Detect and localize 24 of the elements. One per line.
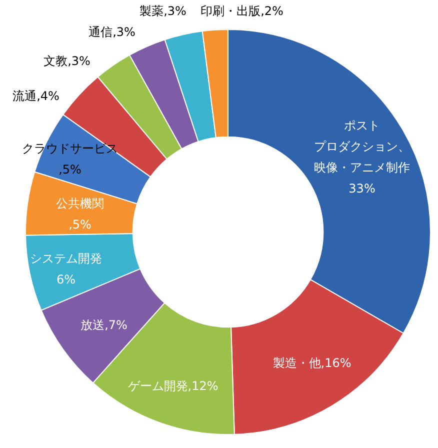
slice-label: 印刷・出版 (200, 4, 261, 18)
data-label: 33% (348, 182, 376, 196)
data-label: ,16% (320, 356, 352, 370)
slice-label: 製薬 (140, 4, 164, 18)
data-label: 6% (56, 272, 76, 287)
slice-label: 公共機関 (56, 196, 104, 211)
data-label: ,4% (36, 89, 60, 104)
slice-label: 流通 (12, 89, 37, 104)
slice-label: 文教 (44, 54, 68, 68)
slice-label: 放送 (80, 318, 105, 332)
slice-label: クラウドサービス (22, 142, 118, 156)
slice-label: ポストプロダクション、映像・アニメ制作 (314, 118, 410, 175)
data-label: ,3% (164, 4, 186, 18)
slice-label: ゲーム開発 (128, 379, 188, 394)
slice-label: 通信 (88, 25, 113, 40)
slice-label: 製造・他 (272, 356, 321, 370)
slice-label: システム開発 (30, 252, 102, 266)
data-label: ,5% (58, 162, 82, 177)
data-label: ,12% (188, 379, 218, 394)
data-label: ,3% (68, 54, 90, 68)
data-label: ,2% (260, 4, 284, 18)
data-label: ,3% (112, 25, 136, 40)
data-label: ,5% (68, 218, 92, 232)
data-label: ,7% (104, 318, 128, 332)
